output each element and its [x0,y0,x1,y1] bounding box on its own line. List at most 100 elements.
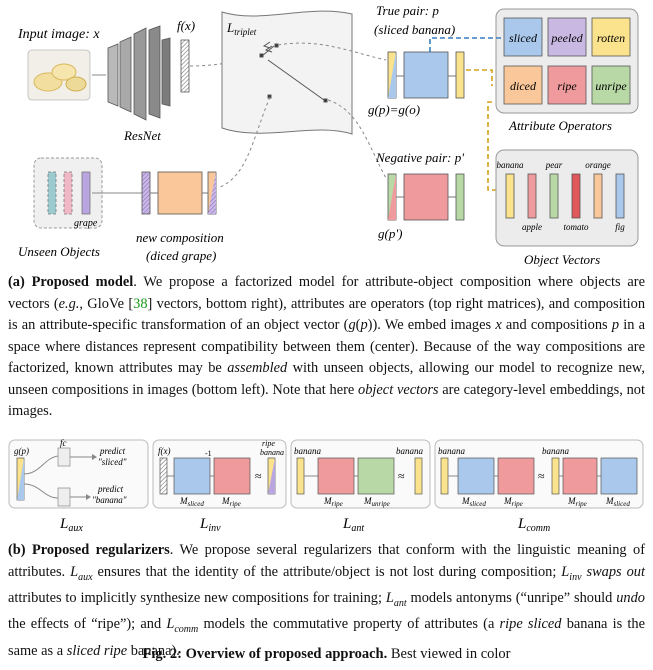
comm-right-label: banana [542,446,570,456]
aux-fc-label: fc [60,438,67,448]
sliced-selector-link [429,37,503,52]
object-vectors-label: Object Vectors [524,252,600,267]
unseen-objects-label: Unseen Objects [18,244,100,259]
comm-approx: ≈ [538,469,545,483]
object-vector-label: banana [497,160,525,170]
inv-top-right-1: ripe [262,439,275,448]
attribute-operator-label: diced [510,79,537,93]
new-composition-vector-split [208,172,216,214]
true-pair-link [277,42,387,61]
aux-composed-split [17,458,24,500]
inv-m1: Msliced [179,496,204,508]
comm-sliced-matrix-1 [457,457,495,495]
object-vector-apple [527,173,537,219]
aux-predict-1: predict [99,446,126,456]
negative-pair-label: Negative pair: p' [375,150,464,165]
object-vector-fig [615,173,625,219]
attribute-operator-label: ripe [557,79,577,93]
inv-ripe-matrix [213,457,251,495]
inv-top-right-2: banana [260,448,284,457]
comm-left-vector [440,457,449,495]
aux-predict-2: predict [97,484,124,494]
new-composition-attribute-matrix [157,171,203,215]
resnet-label: ResNet [123,128,161,143]
ant-unripe-matrix [357,457,395,495]
grape-label: grape [74,218,98,229]
inv-target-split [268,458,275,494]
embedding-points [259,41,328,103]
unseen-object-teal [47,171,57,215]
new-composition-sub: (diced grape) [146,248,216,263]
object-vector-banana [505,173,515,219]
new-composition-label: new composition [136,230,224,245]
attribute-operator-label: sliced [509,31,538,45]
comm-ripe-matrix-2 [562,457,598,495]
comm-right-vector [551,457,560,495]
comm-sliced-matrix-2 [600,457,638,495]
inv-minus-label: -1 [205,449,212,458]
comm-m2: Mripe [503,496,523,508]
model-diagram: Input image: x ResNet f(x) Ltriplet True… [17,3,639,267]
caption-proposed-regularizers: (b) Proposed regularizers. We propose se… [8,540,645,662]
attribute-operator-unripe [591,65,631,105]
attribute-operator-ripe [547,65,587,105]
caption-b-label: (b) Proposed regularizers [8,542,170,558]
aux-value-1: "sliced" [98,457,127,467]
resnet-blocks [107,25,171,121]
fx-label: f(x) [177,18,195,33]
comm-ripe-matrix-1 [497,457,535,495]
aux-arrowhead-top [92,454,97,460]
true-pair-attribute-split [388,52,396,98]
fx-to-space-link [189,55,263,67]
gp-label: g(p)=g(o) [368,102,420,117]
ant-ripe-matrix [317,457,355,495]
new-composition-link [217,96,271,189]
attribute-operator-sliced [503,17,543,57]
object-vector-set: banana apple pear tomato orange fig [497,160,626,232]
attribute-operator-grid: sliced peeled rotten diced ripe unripe [503,17,631,105]
inv-approx: ≈ [255,469,262,483]
ant-m1: Mripe [323,496,343,508]
caption-a-text: . We propose a factorized model for attr… [8,274,646,419]
true-pair-sub: (sliced banana) [374,22,455,37]
ant-right-label: banana [396,446,424,456]
inv-fx-vector [159,457,168,495]
triplet-label: Ltriplet [226,20,257,37]
attribute-operator-label: rotten [597,31,625,45]
inv-m2: Mripe [221,496,241,508]
caption-b-text: . We propose several regularizers that c… [8,542,646,659]
banana-selector-link [466,69,524,191]
caption-proposed-model: (a) Proposed model. We propose a factori… [8,272,645,423]
aux-arrowhead-bottom [86,494,91,500]
inv-loss: Linv [199,516,221,534]
aux-branch-top [23,455,59,475]
object-vector-label: orange [585,160,611,170]
comm-left-label: banana [438,446,466,456]
ant-loss: Lant [342,516,364,534]
ant-right-vector [414,457,423,495]
gp-prime-label: g(p') [378,226,402,241]
figure-title-rest: Best viewed in color [387,646,511,662]
comm-m1: Msliced [461,496,486,508]
figure-title: Fig. 2: Overview of proposed approach. B… [0,646,653,663]
aux-branch-bottom [23,483,59,499]
ant-left-vector [296,457,305,495]
inv-sliced-matrix [173,457,211,495]
attribute-operator-label: unripe [595,79,627,93]
negative-pair-attribute-split [388,174,396,220]
object-vector-label: fig [615,222,625,232]
attribute-operator-diced [503,65,543,105]
comm-m4: Msliced [605,496,630,508]
negative-pair-attribute-matrix [403,173,449,221]
aux-panel [8,439,149,509]
object-vector-orange [593,173,603,219]
negative-pair-link [327,99,387,179]
caption-a-label: (a) Proposed model [8,274,134,290]
embedding-space [221,10,353,135]
attribute-operator-rotten [591,17,631,57]
ant-m2: Munripe [363,496,390,508]
figure-title-bold: Fig. 2: Overview of proposed approach. [142,646,388,662]
aux-value-2: "banana" [92,495,127,505]
aux-fc-top [57,447,71,467]
attribute-operator-label: peeled [550,31,583,45]
